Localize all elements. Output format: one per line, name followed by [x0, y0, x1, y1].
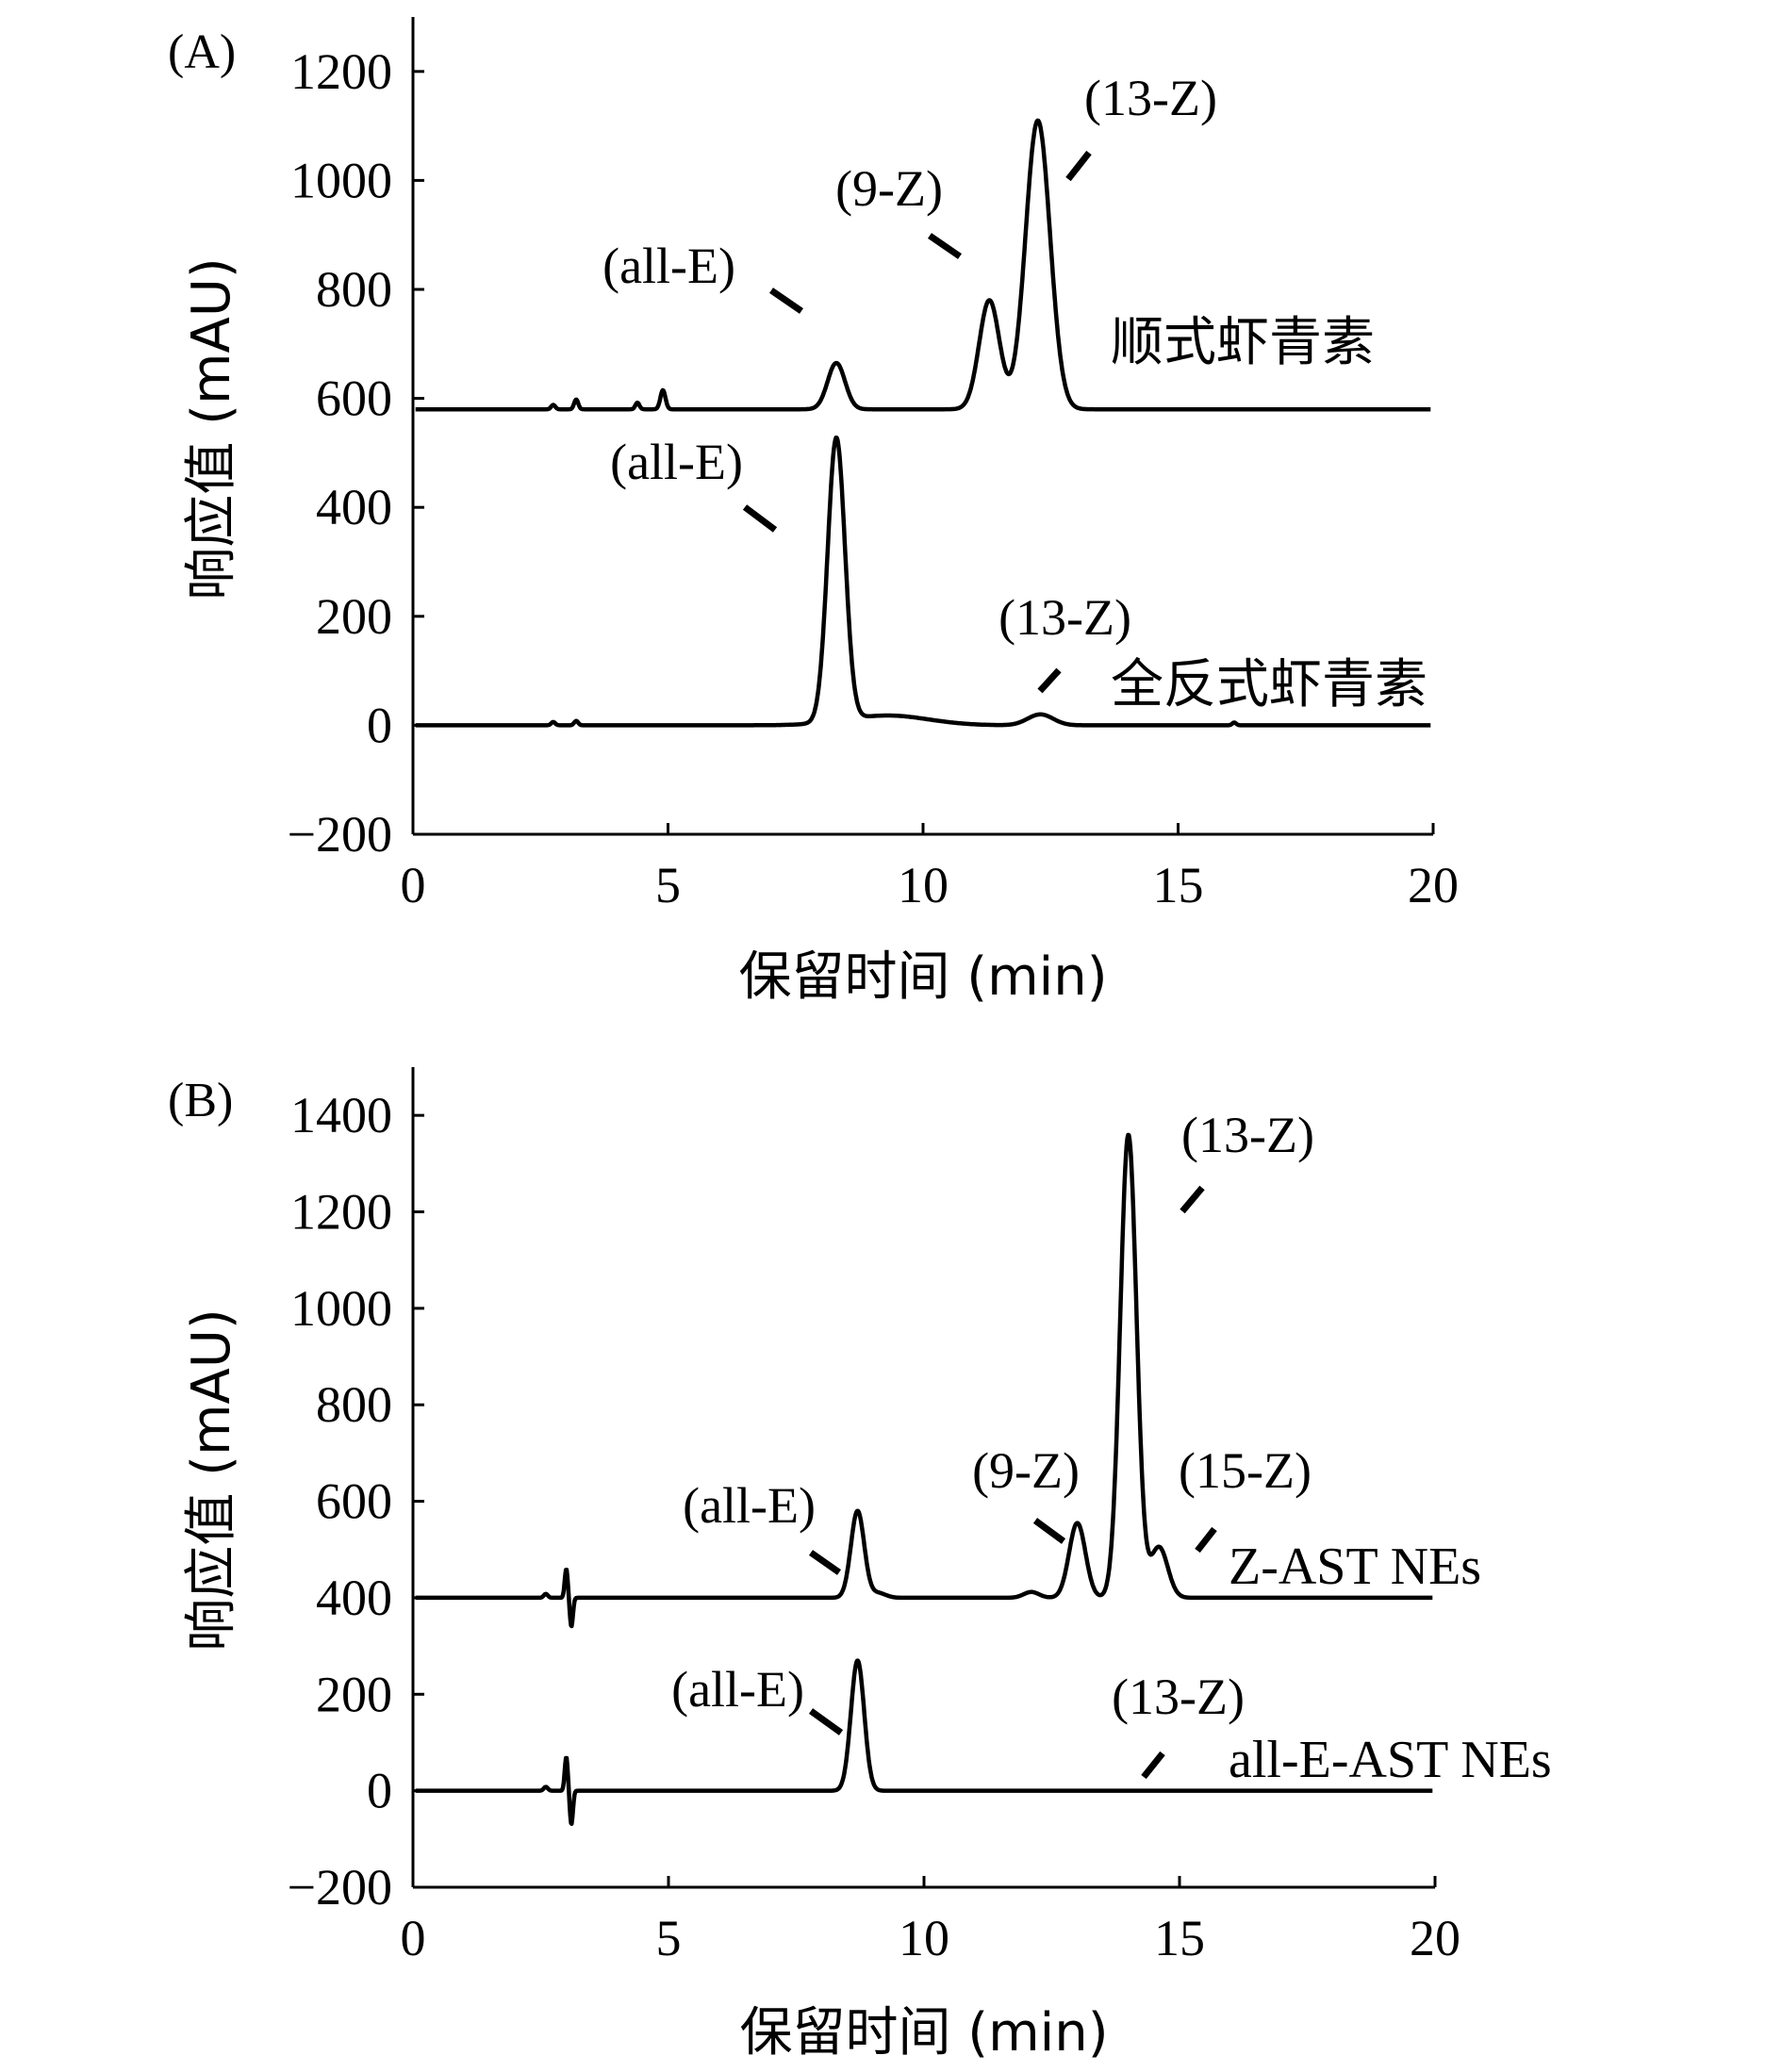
- annotation-leader: [808, 1708, 844, 1735]
- y-tick-label: 1000: [290, 1280, 392, 1337]
- x-tick-label: 10: [898, 857, 949, 913]
- y-tick-label: 800: [316, 1376, 392, 1433]
- series-label: 全反式虾青素: [1111, 654, 1427, 715]
- series-line-2: [414, 1658, 1434, 1826]
- annotation-leader: [1065, 150, 1092, 182]
- y-tick-label: 600: [316, 1473, 392, 1530]
- panel-label: (B): [168, 1074, 233, 1127]
- y-tick-label: 800: [316, 261, 392, 318]
- x-axis-title: 保留时间 (min): [739, 2002, 1108, 2064]
- peak-annotation: (13-Z): [998, 589, 1131, 646]
- series-line-1: [414, 1132, 1434, 1629]
- y-tick-label: 200: [316, 588, 392, 645]
- y-tick-label: 0: [367, 697, 392, 753]
- y-tick-label: 0: [367, 1763, 392, 1819]
- x-tick-label: 15: [1153, 857, 1204, 913]
- y-tick-label: 1400: [290, 1087, 392, 1143]
- annotation-leader: [808, 1550, 842, 1575]
- annotation-leader: [1195, 1526, 1217, 1554]
- y-tick-label: 400: [316, 1570, 392, 1626]
- x-tick-label: 10: [899, 1910, 949, 1966]
- x-tick-label: 5: [655, 857, 681, 913]
- x-tick-label: 5: [656, 1910, 682, 1966]
- y-tick-label: 200: [316, 1666, 392, 1722]
- peak-annotation: (all-E): [610, 434, 743, 490]
- y-axis-title: 响应值 (mAU): [181, 1308, 242, 1651]
- peak-annotation: (all-E): [671, 1661, 804, 1718]
- annotation-leader: [742, 504, 778, 533]
- y-tick-label: −200: [288, 1859, 392, 1916]
- annotation-leader: [1141, 1751, 1165, 1780]
- annotation-leader: [1037, 667, 1062, 694]
- y-axis-title: 响应值 (mAU): [181, 257, 242, 600]
- y-tick-label: 1200: [290, 43, 392, 100]
- panel-label: (A): [168, 25, 236, 79]
- peak-annotation: (13-Z): [1084, 70, 1217, 126]
- x-tick-label: 20: [1410, 1910, 1460, 1966]
- peak-annotation: (all-E): [683, 1477, 816, 1534]
- y-tick-label: 1000: [290, 152, 392, 208]
- peak-annotation: (9-Z): [972, 1442, 1080, 1499]
- series-line-1: [414, 118, 1432, 412]
- annotation-leader: [1032, 1518, 1066, 1544]
- y-tick-label: 600: [316, 370, 392, 427]
- x-tick-label: 0: [401, 857, 426, 913]
- x-tick-label: 0: [401, 1910, 426, 1966]
- peak-annotation: (13-Z): [1112, 1669, 1245, 1725]
- x-tick-label: 15: [1154, 1910, 1205, 1966]
- series-label: Z-AST NEs: [1229, 1538, 1481, 1596]
- y-tick-label: 400: [316, 479, 392, 535]
- annotation-leader: [769, 288, 803, 314]
- annotation-leader: [1180, 1185, 1205, 1214]
- peak-annotation: (15-Z): [1179, 1442, 1312, 1499]
- peak-annotation: (9-Z): [835, 160, 943, 217]
- series-label: all-E-AST NEs: [1229, 1731, 1552, 1789]
- x-axis-title: 保留时间 (min): [738, 946, 1107, 1008]
- peak-annotation: (13-Z): [1181, 1107, 1314, 1163]
- y-tick-label: −200: [288, 806, 392, 863]
- peak-annotation: (all-E): [602, 238, 735, 294]
- y-tick-label: 1200: [290, 1184, 392, 1241]
- series-label: 顺式虾青素: [1111, 312, 1375, 373]
- annotation-leader: [928, 233, 962, 259]
- x-tick-label: 20: [1408, 857, 1459, 913]
- series-line-2: [414, 436, 1432, 728]
